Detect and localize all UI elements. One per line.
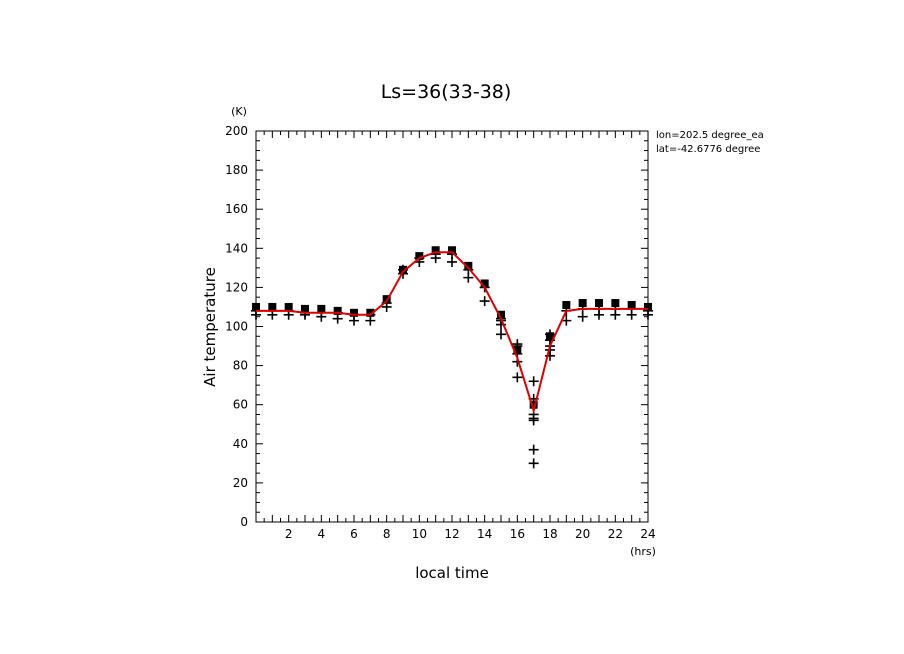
x-axis-label: local time <box>415 564 489 582</box>
x-tick-label: 12 <box>444 527 459 541</box>
square-point <box>562 300 571 309</box>
x-tick-label: 22 <box>608 527 623 541</box>
square-point <box>578 299 587 308</box>
x-tick-label: 18 <box>542 527 557 541</box>
x-tick-label: 2 <box>285 527 293 541</box>
y-tick-label: 180 <box>225 163 248 177</box>
plus-point <box>528 458 539 469</box>
plus-point <box>512 372 523 383</box>
square-point <box>595 299 603 308</box>
x-tick-label: 6 <box>350 527 358 541</box>
longitude-annotation: lon=202.5 degree_ea <box>656 130 764 141</box>
plus-point <box>545 329 555 340</box>
x-tick-label: 10 <box>412 527 427 541</box>
plot-frame <box>255 130 649 523</box>
y-tick-label: 120 <box>225 280 248 294</box>
latitude-annotation: lat=-42.6776 degree <box>656 144 760 155</box>
x-unit-label: (hrs) <box>630 545 656 558</box>
y-tick-label: 100 <box>225 320 248 334</box>
y-tick-label: 40 <box>233 437 248 451</box>
x-tick-label: 14 <box>477 527 492 541</box>
plus-point <box>496 329 506 340</box>
x-tick-label: 8 <box>383 527 391 541</box>
y-unit-label: (K) <box>231 105 247 118</box>
chart-title: Ls=36(33-38) <box>381 81 512 103</box>
y-tick-label: 0 <box>240 515 248 529</box>
plus-point <box>643 305 653 316</box>
square-point <box>529 400 538 409</box>
x-tick-label: 24 <box>640 527 655 541</box>
x-tick-label: 20 <box>575 527 590 541</box>
plus-point <box>512 339 523 350</box>
y-tick-label: 60 <box>233 398 248 412</box>
plus-point <box>479 296 490 307</box>
y-tick-label: 160 <box>225 202 248 216</box>
y-tick-label: 200 <box>225 124 248 138</box>
y-axis-label: Air temperature <box>201 267 219 387</box>
x-tick-label: 4 <box>318 527 326 541</box>
axis-ticks: 2 4 6 8 10 12 14 16 18 20 22 2402040608010012014016… <box>225 124 656 541</box>
plus-point <box>528 376 539 387</box>
plus-point <box>561 315 572 326</box>
y-tick-label: 20 <box>233 476 248 490</box>
y-tick-label: 80 <box>233 359 248 373</box>
plus-point <box>528 444 539 455</box>
y-tick-label: 140 <box>225 241 248 255</box>
square-point <box>611 299 620 308</box>
mean-temperature-line <box>256 251 648 415</box>
data-marks <box>251 246 653 469</box>
plus-point <box>463 264 474 275</box>
x-tick-label: 16 <box>510 527 525 541</box>
